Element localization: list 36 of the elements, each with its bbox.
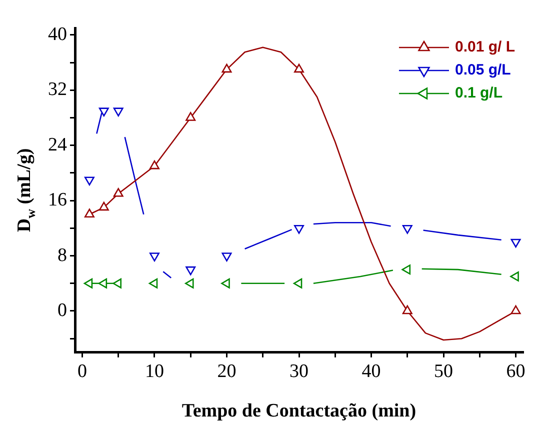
point (510, 271, 519, 282)
point (113, 188, 124, 197)
legend-label: 0.1 g/L (454, 84, 502, 102)
y-tick-label: 16 (48, 190, 67, 211)
point (150, 160, 160, 170)
x-tick-label: 50 (434, 360, 454, 382)
y-tick-label: 40 (48, 24, 67, 45)
point (186, 112, 196, 121)
point (184, 278, 194, 288)
point (84, 208, 94, 218)
point (84, 278, 93, 288)
point (112, 278, 122, 288)
y-tick-label: 32 (48, 79, 67, 100)
legend-label: 0.05 g/L (454, 62, 511, 79)
x-tick-label: 0 (77, 360, 87, 382)
point (148, 278, 158, 288)
y-axis-title: Dw (mL/g) (14, 148, 38, 232)
point (294, 64, 304, 73)
legend-label: 0.01 g/ L (454, 38, 516, 56)
y-tick-label: 24 (48, 134, 68, 156)
point (402, 264, 411, 275)
x-tick-label: 30 (290, 360, 308, 382)
y-tick-label: 8 (58, 244, 67, 266)
point (222, 64, 232, 73)
point (98, 202, 109, 211)
x-tick-label: 10 (144, 360, 164, 382)
point (510, 305, 521, 314)
x-tick-label: 40 (362, 360, 381, 382)
point (402, 305, 412, 314)
point (293, 278, 302, 288)
x-tick-label: 60 (506, 360, 526, 382)
y-tick-label: 0 (58, 300, 67, 321)
point (221, 278, 230, 288)
x-tick-label: 20 (217, 360, 236, 382)
point (98, 278, 108, 288)
x-axis-title: Tempo de Contactação (min) (182, 400, 416, 422)
